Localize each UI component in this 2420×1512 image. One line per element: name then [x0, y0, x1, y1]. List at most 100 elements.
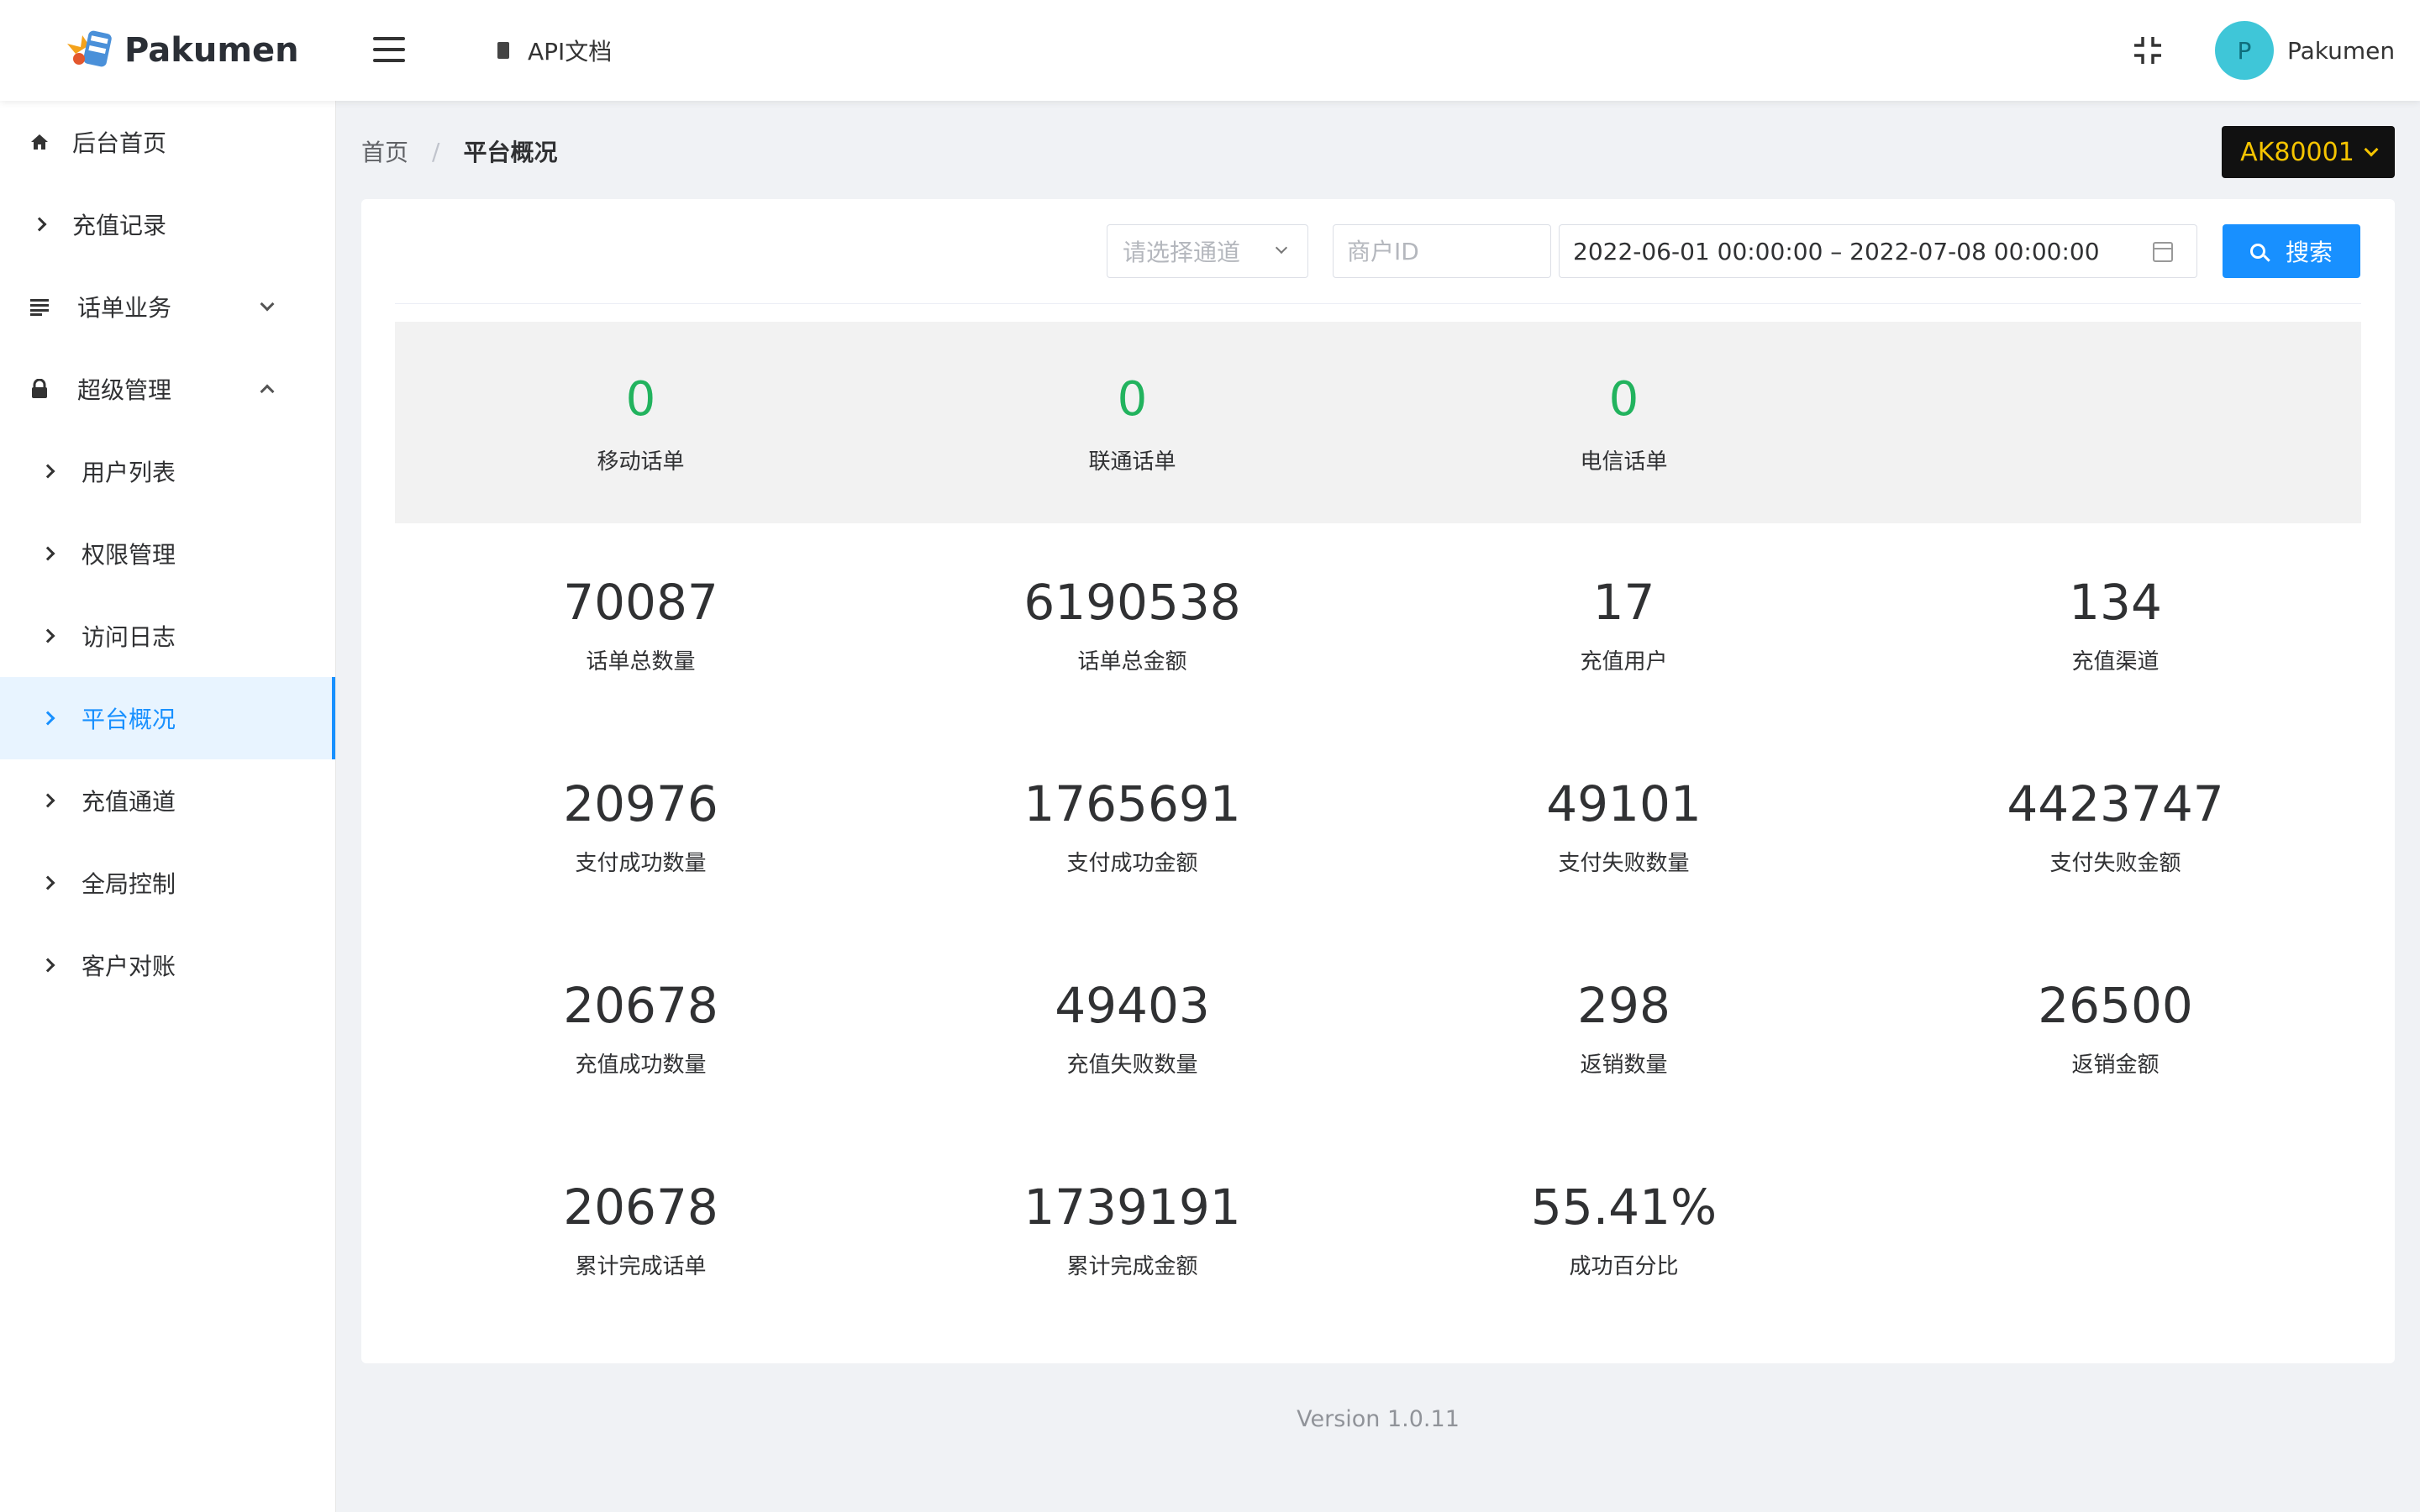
chevron-right-icon — [29, 213, 50, 235]
stat-card: 20976 支付成功数量 — [395, 775, 886, 910]
stat-value: 55.41% — [1530, 1179, 1718, 1236]
stat-value: 1765691 — [1023, 775, 1241, 832]
sidebar-item-label: 全局控制 — [82, 870, 176, 898]
stat-value: 70087 — [563, 574, 718, 631]
date-range-value: 2022-06-01 00:00:00 – 2022-07-08 00:00:0… — [1573, 237, 2100, 265]
menu-toggle-icon[interactable] — [373, 37, 405, 62]
stat-card: 134 充值渠道 — [1870, 574, 2361, 708]
breadcrumb-current: 平台概况 — [463, 139, 558, 166]
overview-card: 请选择通道 2022-06-01 00:00:00 – 2022-07-08 0… — [361, 199, 2395, 1363]
user-menu[interactable]: P Pakumen — [2215, 20, 2395, 81]
sidebar-item-access-log[interactable]: 访问日志 — [0, 595, 335, 677]
stat-value: 134 — [2069, 574, 2162, 631]
stat-card: 49101 支付失败数量 — [1378, 775, 1870, 910]
logo-icon — [64, 25, 114, 76]
app-logo[interactable]: Pakumen — [64, 25, 299, 76]
stat-label: 累计完成金额 — [1066, 1254, 1198, 1279]
stat-label: 联通话单 — [1088, 449, 1176, 475]
api-doc-link[interactable]: API文档 — [497, 32, 612, 69]
api-doc-label: API文档 — [528, 38, 613, 66]
sidebar-item-home[interactable]: 后台首页 — [0, 101, 335, 183]
stat-value: 20976 — [563, 775, 718, 832]
stat-value: 26500 — [2038, 977, 2193, 1034]
sidebar-item-recharge-records[interactable]: 充值记录 — [0, 183, 335, 265]
merchant-dropdown-button[interactable]: AK80001 — [2222, 126, 2395, 178]
stat-label: 累计完成话单 — [575, 1254, 707, 1279]
sidebar-item-label: 充值通道 — [82, 788, 176, 816]
stat-value: 298 — [1577, 977, 1670, 1034]
stat-label: 返销金额 — [2071, 1053, 2160, 1078]
channel-select[interactable]: 请选择通道 — [1107, 224, 1308, 278]
sidebar-item-super-admin[interactable]: 超级管理 — [0, 348, 335, 430]
stat-value: 4423747 — [2007, 775, 2224, 832]
stat-card: 55.41% 成功百分比 — [1378, 1179, 1870, 1313]
chevron-right-icon — [37, 460, 59, 482]
stat-value: 0 — [1608, 372, 1639, 427]
operator-stat-mobile: 0 移动话单 — [395, 322, 886, 523]
stat-card: 49403 充值失败数量 — [886, 977, 1378, 1111]
stat-card: 20678 充值成功数量 — [395, 977, 886, 1111]
operator-summary: 0 移动话单 0 联通话单 0 电信话单 — [395, 322, 2361, 523]
user-name: Pakumen — [2287, 36, 2396, 65]
sidebar-item-label: 后台首页 — [72, 129, 167, 157]
sidebar-item-label: 权限管理 — [82, 541, 176, 569]
chevron-right-icon — [37, 790, 59, 811]
breadcrumb-home[interactable]: 首页 — [361, 139, 409, 166]
sidebar-item-label: 平台概况 — [82, 706, 176, 733]
chevron-up-icon — [257, 378, 279, 400]
sidebar-item-customer-reconciliation[interactable]: 客户对账 — [0, 924, 335, 1006]
avatar: P — [2215, 21, 2274, 80]
sidebar-item-global-control[interactable]: 全局控制 — [0, 842, 335, 924]
chevron-right-icon — [37, 954, 59, 976]
stat-card: 20678 累计完成话单 — [395, 1179, 886, 1313]
merchant-id-input[interactable] — [1333, 224, 1551, 278]
stat-value: 49403 — [1055, 977, 1210, 1034]
sidebar-item-label: 客户对账 — [82, 953, 176, 980]
sidebar-item-recharge-channels[interactable]: 充值通道 — [0, 759, 335, 842]
stat-card: 4423747 支付失败金额 — [1870, 775, 2361, 910]
sidebar-item-label: 超级管理 — [77, 376, 172, 404]
stat-label: 充值用户 — [1580, 649, 1668, 675]
operator-stat-telecom: 0 电信话单 — [1378, 322, 1870, 523]
breadcrumb: 首页 / 平台概况 — [361, 134, 557, 168]
stat-value: 0 — [625, 372, 656, 427]
channel-select-placeholder: 请选择通道 — [1123, 239, 1241, 266]
chevron-right-icon — [37, 625, 59, 647]
stat-card: 6190538 话单总金额 — [886, 574, 1378, 708]
stat-label: 充值失败数量 — [1066, 1053, 1198, 1078]
document-icon — [497, 42, 509, 59]
stat-label: 成功百分比 — [1569, 1254, 1679, 1279]
stat-value: 1739191 — [1023, 1179, 1241, 1236]
home-icon — [29, 131, 50, 153]
chevron-down-icon — [257, 296, 279, 318]
sidebar-item-user-list[interactable]: 用户列表 — [0, 430, 335, 512]
sidebar-item-label: 访问日志 — [82, 623, 176, 651]
version-footer: Version 1.0.11 — [1297, 1406, 1460, 1432]
logo-text: Pakumen — [124, 31, 299, 70]
search-button[interactable]: 搜索 — [2223, 224, 2360, 278]
sidebar-item-bill-business[interactable]: 话单业务 — [0, 265, 335, 348]
stat-label: 移动话单 — [597, 449, 685, 475]
chevron-down-icon — [2364, 142, 2379, 157]
sidebar-item-permissions[interactable]: 权限管理 — [0, 512, 335, 595]
date-range-picker[interactable]: 2022-06-01 00:00:00 – 2022-07-08 00:00:0… — [1559, 224, 2197, 278]
breadcrumb-separator: / — [432, 137, 440, 165]
stat-card: 298 返销数量 — [1378, 977, 1870, 1111]
stat-value: 49101 — [1546, 775, 1702, 832]
stat-value: 17 — [1592, 574, 1655, 631]
chevron-right-icon — [37, 543, 59, 564]
stat-value: 20678 — [563, 1179, 718, 1236]
stat-card: 1739191 累计完成金额 — [886, 1179, 1378, 1313]
top-header: Pakumen API文档 P Pakumen — [0, 0, 2420, 101]
exit-fullscreen-icon[interactable] — [2131, 34, 2165, 67]
sidebar-item-platform-overview[interactable]: 平台概况 — [0, 677, 335, 759]
stat-label: 话单总金额 — [1077, 649, 1187, 675]
stat-label: 电信话单 — [1580, 449, 1668, 475]
stat-value: 0 — [1117, 372, 1148, 427]
stat-label: 支付失败数量 — [1558, 851, 1690, 876]
chevron-right-icon — [37, 707, 59, 729]
merchant-label: AK80001 — [2240, 137, 2354, 167]
sidebar-item-label: 话单业务 — [77, 294, 172, 322]
stat-label: 支付成功金额 — [1066, 851, 1198, 876]
list-icon — [29, 296, 50, 318]
